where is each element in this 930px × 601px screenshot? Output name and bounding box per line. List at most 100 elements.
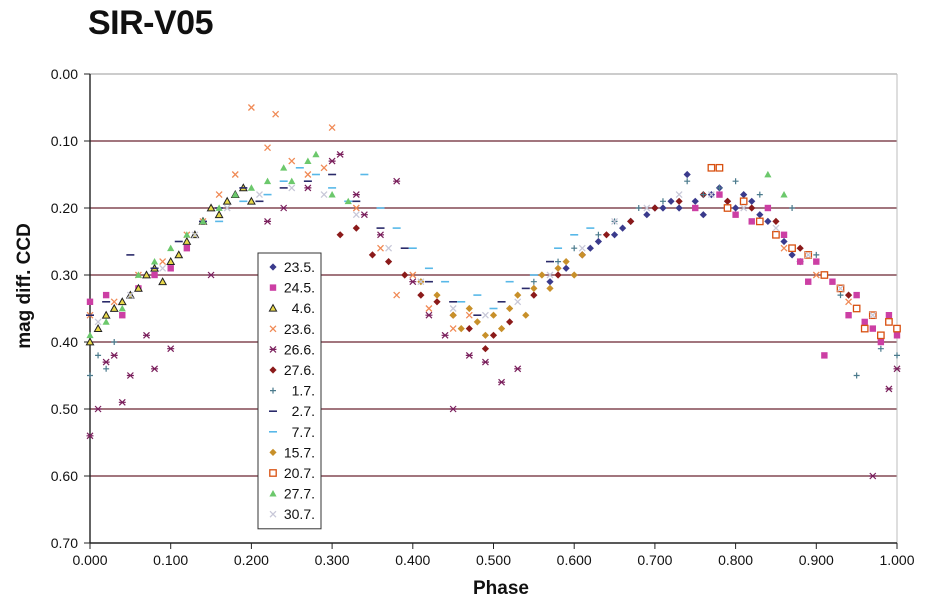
data-point (151, 365, 159, 373)
data-point (788, 244, 796, 253)
series-13 (94, 184, 877, 326)
data-point (578, 244, 586, 252)
data-point (465, 311, 473, 319)
data-point (449, 305, 457, 312)
legend-item: 15.7. (269, 444, 315, 460)
data-point (764, 204, 772, 212)
data-point (885, 312, 893, 319)
data-point (877, 345, 884, 352)
data-point (804, 251, 812, 259)
data-point (594, 237, 603, 246)
x-tick-label: 1.000 (879, 552, 914, 568)
data-point (740, 191, 748, 199)
data-point (280, 204, 288, 212)
data-point (401, 271, 409, 279)
data-point (796, 244, 804, 252)
legend-marker (269, 263, 277, 271)
data-point (651, 204, 659, 212)
legend-label: 24.5. (284, 280, 315, 296)
data-point (571, 245, 578, 252)
data-point (756, 191, 763, 198)
legend-item: 1.7. (270, 383, 315, 399)
data-point (288, 177, 296, 185)
data-point (853, 291, 860, 299)
data-point (167, 345, 175, 353)
legend-label: 15.7. (284, 444, 315, 460)
data-point (643, 211, 651, 219)
data-point (199, 217, 207, 225)
data-point (489, 311, 498, 319)
data-point (837, 284, 844, 292)
data-point (336, 231, 344, 239)
axes: 0.00 0.10 0.20 0.30 0.40 0.50 0.60 0.700.000 0.1… (51, 66, 915, 568)
data-point (191, 231, 199, 239)
data-point (748, 197, 756, 205)
data-point (893, 332, 901, 339)
legend-marker (270, 387, 276, 394)
data-point (94, 405, 102, 413)
y-tick-label: 0.20 (51, 200, 78, 216)
data-point (755, 217, 764, 226)
legend-label: 1.7. (292, 383, 315, 399)
data-point (554, 264, 562, 272)
data-point (167, 244, 175, 252)
data-point (893, 324, 901, 333)
data-point (312, 150, 320, 158)
data-point (748, 204, 756, 212)
data-point (546, 278, 554, 286)
legend-marker (269, 448, 277, 456)
data-point (723, 197, 732, 205)
data-point (772, 230, 780, 239)
gridlines (90, 140, 897, 477)
data-point (861, 318, 868, 326)
data-point (142, 270, 151, 279)
data-point (352, 191, 360, 199)
data-point (894, 352, 900, 359)
data-point (691, 197, 699, 205)
data-point (514, 298, 522, 306)
series-8 (86, 173, 554, 317)
legend-label: 30.7. (284, 506, 315, 522)
data-point (562, 258, 570, 266)
data-point (675, 197, 683, 205)
legend-label: 26.6. (284, 341, 315, 357)
data-point (845, 298, 853, 306)
legend-marker (269, 325, 277, 333)
data-point (117, 297, 127, 306)
legend-item: 24.5. (269, 280, 315, 296)
data-point (263, 177, 272, 185)
data-point (118, 398, 126, 406)
data-point (86, 331, 94, 339)
data-point (393, 291, 401, 299)
data-point (530, 278, 537, 285)
data-point (852, 304, 861, 313)
data-point (813, 251, 820, 258)
legend-item: 23.6. (269, 321, 315, 337)
data-point (119, 312, 126, 319)
legend-item: 4.6. (268, 300, 315, 316)
data-point (280, 164, 288, 171)
data-points (85, 104, 901, 480)
legend-marker (269, 345, 277, 353)
data-point (336, 150, 344, 158)
data-point (764, 217, 772, 225)
x-tick-label: 0.200 (234, 552, 269, 568)
data-point (635, 205, 642, 211)
y-tick-label: 0.50 (51, 401, 78, 417)
x-tick-label: 0.800 (718, 552, 753, 568)
data-point (109, 303, 119, 312)
x-tick-label: 0.500 (476, 552, 511, 568)
data-point (675, 191, 683, 199)
data-point (716, 191, 723, 198)
data-point (481, 331, 490, 339)
data-point (546, 284, 554, 292)
data-point (328, 191, 336, 198)
data-point (497, 325, 506, 333)
data-point (166, 256, 176, 265)
data-point (522, 311, 530, 319)
data-point (182, 236, 192, 245)
legend-label: 27.6. (284, 362, 315, 378)
legend-item: 2.7. (269, 403, 315, 419)
legend-label: 23.5. (284, 259, 315, 275)
data-point (570, 271, 578, 279)
